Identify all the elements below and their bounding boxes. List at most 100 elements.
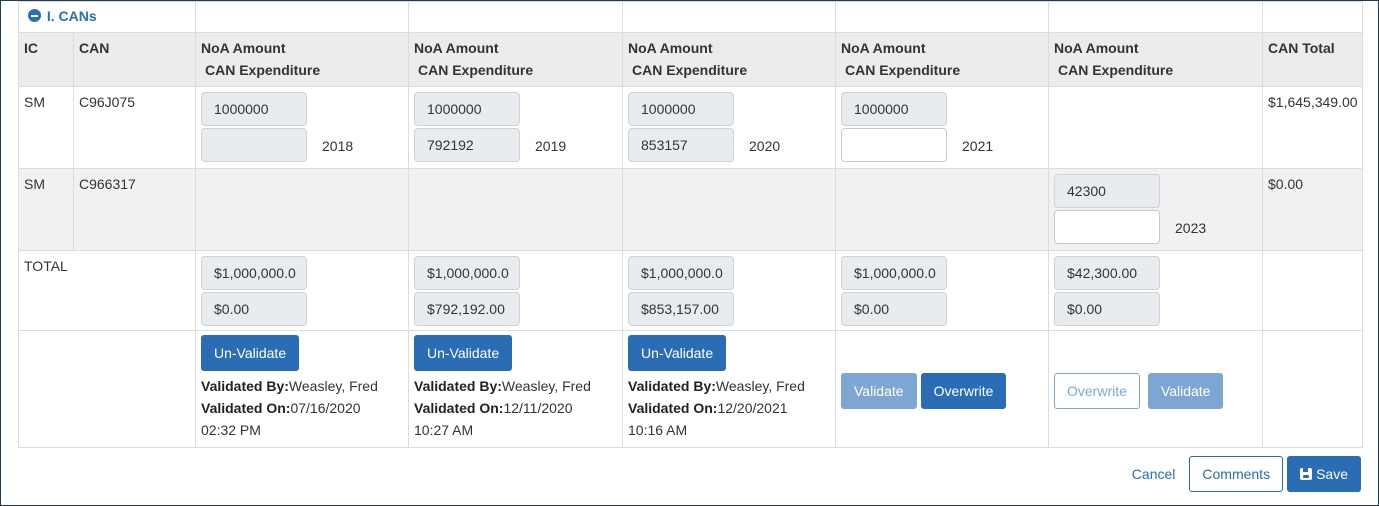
noa-amount-input: 1000000 (841, 92, 947, 126)
save-button[interactable]: Save (1287, 456, 1361, 492)
total-cell: $1,000,000.0 $0.00 (195, 250, 409, 331)
unvalidate-button[interactable]: Un-Validate (201, 335, 300, 371)
total-noa: $1,000,000.0 (414, 256, 520, 290)
expenditure-input: 853157 (628, 128, 734, 162)
expenditure-input[interactable] (841, 128, 947, 162)
total-noa: $1,000,000.0 (841, 256, 947, 290)
validated-time: 02:32 PM (201, 422, 261, 438)
cans-table: I. CANs IC CAN NoA Amount CAN Expenditure… (18, 1, 1363, 448)
header-noa-label: NoA Amount (841, 40, 926, 56)
noa-amount-input: 1000000 (628, 92, 734, 126)
validated-by-value: Weasley, Fred (715, 378, 805, 394)
validated-by-value: Weasley, Fred (501, 378, 591, 394)
header-fy-4: NoA Amount CAN Expenditure (835, 32, 1049, 87)
validated-by-label: Validated By: (201, 378, 289, 394)
header-noa-label: NoA Amount (1054, 40, 1139, 56)
header-expenditure-label: CAN Expenditure (1058, 62, 1174, 78)
total-cell: $42,300.00 $0.00 (1048, 250, 1263, 331)
can-total-value: $0.00 (1262, 168, 1363, 251)
fiscal-year: 2023 (1175, 220, 1207, 236)
total-noa: $1,000,000.0 (628, 256, 734, 290)
year-cell: 1000000 792192 2019 (408, 86, 623, 169)
total-cell: $1,000,000.0 $853,157.00 (622, 250, 836, 331)
form-footer: Cancel Comments Save (1132, 456, 1361, 492)
year-cell: 1000000 853157 2020 (622, 86, 836, 169)
header-expenditure-label: CAN Expenditure (845, 62, 961, 78)
header-fy-2: NoA Amount CAN Expenditure (408, 32, 623, 87)
fiscal-year: 2020 (749, 138, 781, 154)
validated-time: 10:27 AM (414, 422, 474, 438)
validation-cell: Overwrite Validate (1048, 330, 1263, 448)
fiscal-year: 2019 (535, 138, 567, 154)
header-fy-5: NoA Amount CAN Expenditure (1048, 32, 1263, 87)
row-can: C96J075 (73, 86, 196, 169)
noa-amount-input: 42300 (1054, 174, 1160, 208)
validated-on-value: 07/16/2020 (290, 400, 361, 416)
overwrite-button[interactable]: Overwrite (920, 373, 1007, 409)
can-total-value: $1,645,349.00 (1262, 86, 1363, 169)
header-can-total: CAN Total (1262, 32, 1363, 87)
header-ic: IC (18, 32, 74, 87)
save-label: Save (1316, 466, 1348, 482)
noa-amount-input: 1000000 (201, 92, 307, 126)
total-expenditure: $0.00 (201, 292, 307, 326)
expenditure-input[interactable] (1054, 210, 1160, 244)
validate-button[interactable]: Validate (841, 373, 917, 409)
header-expenditure-label: CAN Expenditure (205, 62, 321, 78)
totals-row: TOTAL $1,000,000.0 $0.00 $1,000,000.0 $792… (18, 250, 1363, 331)
total-expenditure: $0.00 (841, 292, 947, 326)
table-row: SM C96J075 1000000 2018 1000000 792192 2… (18, 86, 1363, 169)
header-noa-label: NoA Amount (414, 40, 499, 56)
validation-row: Un-Validate Validated By:Weasley, Fred V… (18, 330, 1363, 448)
table-header: IC CAN NoA Amount CAN Expenditure NoA Amo… (18, 32, 1363, 87)
minus-circle-icon[interactable] (28, 9, 41, 22)
validated-on-label: Validated On: (414, 400, 504, 416)
total-cell: $1,000,000.0 $0.00 (835, 250, 1049, 331)
validated-on-value: 12/11/2020 (503, 400, 573, 416)
year-cell: 1000000 2021 (835, 86, 1049, 169)
year-cell: 42300 2023 (1048, 168, 1263, 251)
row-can: C966317 (73, 168, 196, 251)
validated-by-value: Weasley, Fred (288, 378, 378, 394)
row-ic: SM (18, 86, 74, 169)
year-cell: 1000000 2018 (195, 86, 409, 169)
header-noa-label: NoA Amount (201, 40, 286, 56)
header-noa-label: NoA Amount (628, 40, 713, 56)
header-can: CAN (73, 32, 196, 87)
validation-cell: Un-Validate Validated By:Weasley, Fred V… (408, 330, 623, 448)
overwrite-button[interactable]: Overwrite (1054, 373, 1140, 409)
validated-on-label: Validated On: (201, 400, 291, 416)
unvalidate-button[interactable]: Un-Validate (628, 335, 727, 371)
unvalidate-button[interactable]: Un-Validate (414, 335, 513, 371)
header-expenditure-label: CAN Expenditure (418, 62, 534, 78)
comments-button[interactable]: Comments (1189, 456, 1284, 492)
table-row: SM C966317 42300 2023 $0.00 (18, 168, 1363, 251)
total-expenditure: $792,192.00 (414, 292, 520, 326)
totals-label: TOTAL (18, 250, 196, 331)
expenditure-input: 792192 (414, 128, 520, 162)
total-cell: $1,000,000.0 $792,192.00 (408, 250, 623, 331)
noa-amount-input: 1000000 (414, 92, 520, 126)
validate-button[interactable]: Validate (1147, 373, 1224, 409)
header-fy-1: NoA Amount CAN Expenditure (195, 32, 409, 87)
fiscal-year: 2021 (962, 138, 994, 154)
header-expenditure-label: CAN Expenditure (632, 62, 748, 78)
validated-on-label: Validated On: (628, 400, 718, 416)
section-title[interactable]: I. CANs (18, 1, 196, 33)
floppy-disk-icon (1300, 468, 1313, 480)
expenditure-input (201, 128, 307, 162)
validated-time: 10:16 AM (628, 422, 688, 438)
cancel-link[interactable]: Cancel (1131, 466, 1176, 482)
validation-cell: Validate Overwrite (835, 330, 1049, 448)
total-noa: $42,300.00 (1054, 256, 1160, 290)
total-noa: $1,000,000.0 (201, 256, 307, 290)
header-fy-3: NoA Amount CAN Expenditure (622, 32, 836, 87)
validated-by-label: Validated By: (414, 378, 502, 394)
validation-cell: Un-Validate Validated By:Weasley, Fred V… (195, 330, 409, 448)
row-ic: SM (18, 168, 74, 251)
total-expenditure: $0.00 (1054, 292, 1160, 326)
total-expenditure: $853,157.00 (628, 292, 734, 326)
validated-on-value: 12/20/2021 (717, 400, 788, 416)
validation-cell: Un-Validate Validated By:Weasley, Fred V… (622, 330, 836, 448)
